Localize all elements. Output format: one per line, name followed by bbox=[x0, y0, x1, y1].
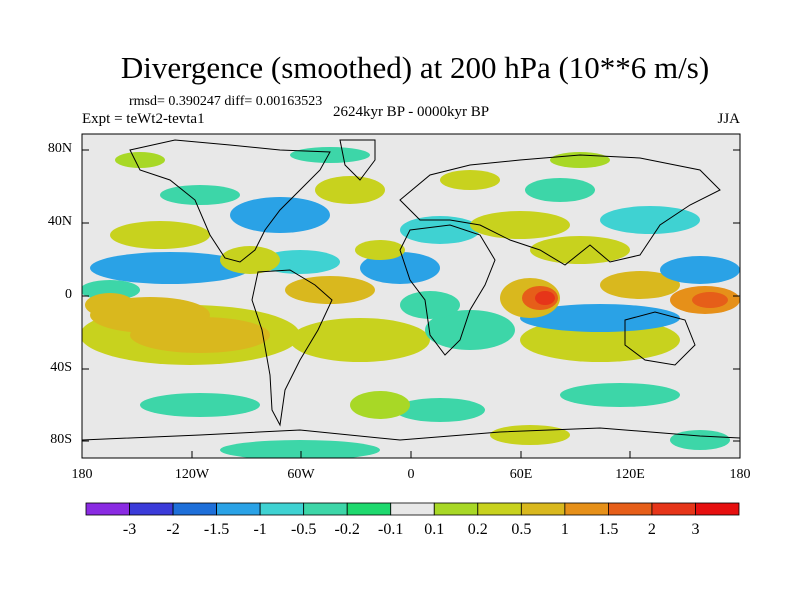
colorbar-swatch bbox=[129, 502, 174, 516]
y-label-80s: 80S bbox=[50, 432, 72, 447]
colorbar-swatch bbox=[216, 502, 261, 516]
y-label-40s: 40S bbox=[50, 360, 72, 375]
colorbar-swatch bbox=[346, 502, 392, 516]
colorbar-label: -0.2 bbox=[334, 521, 360, 538]
colorbar-swatch bbox=[303, 502, 348, 516]
colorbar-label: -0.5 bbox=[290, 521, 317, 538]
colorbar-swatch bbox=[477, 502, 522, 516]
experiment-label: Expt = teWt2-tevta1 bbox=[82, 111, 205, 127]
colorbar bbox=[85, 502, 740, 516]
colorbar-swatch bbox=[608, 502, 653, 516]
colorbar-swatch bbox=[172, 502, 217, 516]
colorbar-swatch bbox=[564, 502, 609, 516]
colorbar-label: 1.5 bbox=[598, 521, 619, 538]
x-label-60w: 60W bbox=[287, 467, 315, 482]
colorbar-swatch bbox=[259, 502, 305, 516]
colorbar-label: -3 bbox=[122, 521, 137, 538]
colorbar-label: -2 bbox=[166, 521, 180, 538]
colorbar-label: 0.1 bbox=[424, 521, 445, 538]
colorbar-label: 2 bbox=[647, 521, 656, 538]
x-label-0: 0 bbox=[407, 467, 415, 482]
colorbar-label: 0.5 bbox=[511, 521, 532, 538]
chart-title: Divergence (smoothed) at 200 hPa (10**6 … bbox=[120, 50, 710, 85]
colorbar-label: -1 bbox=[253, 521, 267, 538]
colorbar-label: -0.1 bbox=[378, 521, 404, 538]
map-plot bbox=[82, 134, 740, 458]
x-label-180w: 180 bbox=[71, 467, 93, 482]
colorbar-swatch bbox=[433, 502, 479, 516]
coastlines bbox=[82, 139, 740, 441]
colorbar-label: -1.5 bbox=[203, 521, 230, 538]
tick-marks bbox=[81, 149, 741, 458]
divergence-field bbox=[82, 147, 740, 458]
x-label-120e: 120E bbox=[615, 467, 645, 482]
y-label-40n: 40N bbox=[47, 214, 72, 229]
colorbar-label: 3 bbox=[691, 521, 700, 538]
stats-line: rmsd= 0.390247 diff= 0.00163523 bbox=[129, 94, 323, 109]
colorbar-swatch bbox=[651, 502, 696, 516]
x-label-180e: 180 bbox=[729, 467, 751, 482]
season-label: JJA bbox=[717, 111, 740, 127]
y-label-80n: 80N bbox=[47, 141, 72, 156]
colorbar-swatch bbox=[695, 502, 740, 516]
colorbar-label: 0.2 bbox=[467, 521, 488, 538]
colorbar-label: 1 bbox=[560, 521, 569, 538]
x-label-60e: 60E bbox=[509, 467, 533, 482]
colorbar-swatch bbox=[85, 502, 130, 516]
y-label-0: 0 bbox=[65, 287, 72, 302]
colorbar-swatch bbox=[390, 502, 435, 516]
period-label: 2624kyr BP - 0000kyr BP bbox=[332, 104, 490, 120]
x-label-120w: 120W bbox=[174, 467, 210, 482]
colorbar-swatch bbox=[520, 502, 566, 516]
